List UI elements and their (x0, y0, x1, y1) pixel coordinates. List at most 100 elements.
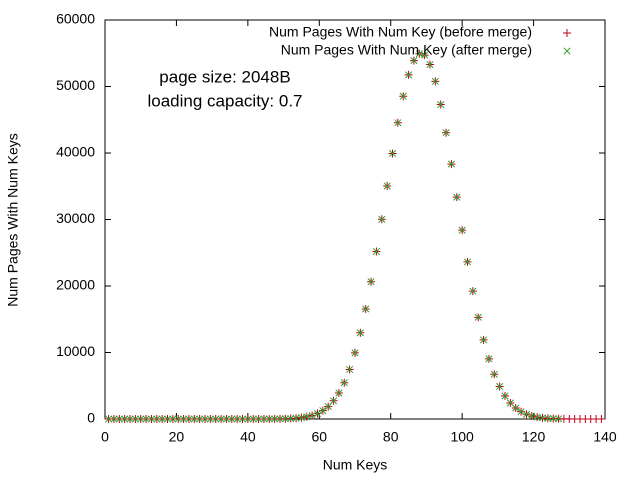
point (137, 415, 145, 423)
y-tick-label: 40000 (56, 144, 95, 160)
point (383, 182, 391, 190)
point (110, 415, 118, 423)
point (463, 258, 472, 266)
point (597, 415, 606, 423)
point (501, 392, 509, 400)
point (303, 413, 311, 421)
point (206, 415, 214, 423)
y-tick-label: 0 (87, 410, 95, 426)
point (276, 415, 284, 423)
point (308, 411, 316, 420)
legend-marker (563, 47, 571, 55)
point (255, 415, 263, 423)
x-tick-label: 140 (593, 429, 617, 445)
point (169, 415, 177, 423)
point (163, 415, 172, 423)
x-tick-label: 20 (169, 429, 185, 445)
point (180, 415, 188, 423)
point (201, 415, 209, 423)
x-tick-label: 0 (101, 429, 109, 445)
point (222, 415, 230, 423)
point (313, 409, 322, 418)
point (442, 129, 450, 137)
point (196, 415, 204, 423)
point (346, 365, 354, 374)
point (421, 51, 429, 59)
point (153, 415, 161, 423)
point (399, 92, 407, 100)
point (158, 415, 166, 423)
x-axis-label: Num Keys (323, 457, 388, 473)
point (517, 408, 525, 416)
legend-label: Num Pages With Num Key (after merge) (281, 42, 532, 58)
legend-label: Num Pages With Num Key (before merge) (269, 24, 532, 40)
point (319, 407, 327, 415)
point (126, 415, 134, 423)
x-tick-label: 80 (383, 429, 399, 445)
point (555, 415, 563, 423)
point (431, 77, 439, 85)
x-tick-label: 100 (450, 429, 474, 445)
point (115, 415, 123, 423)
y-tick-label: 60000 (56, 11, 95, 27)
y-tick-label: 20000 (56, 277, 95, 293)
point (544, 414, 552, 422)
x-tick-label: 60 (311, 429, 327, 445)
point (217, 415, 225, 423)
point (485, 355, 493, 363)
x-tick-label: 40 (240, 429, 256, 445)
point (528, 412, 536, 420)
point (244, 415, 252, 423)
point (185, 415, 193, 423)
point (469, 287, 477, 295)
point (105, 415, 113, 423)
point (281, 415, 289, 423)
point (522, 410, 530, 418)
point (480, 336, 488, 344)
point (324, 403, 332, 411)
annotation: page size: 2048B (159, 67, 290, 86)
point (415, 50, 423, 58)
legend-marker (563, 29, 571, 37)
point (367, 278, 375, 286)
point (447, 160, 455, 168)
point (474, 313, 482, 321)
point (260, 415, 268, 423)
point (410, 57, 418, 65)
point (378, 215, 386, 223)
y-tick-label: 30000 (56, 210, 95, 226)
point (362, 305, 370, 313)
point (496, 382, 504, 391)
point (426, 60, 434, 69)
point (265, 415, 273, 423)
annotation: loading capacity: 0.7 (148, 91, 303, 110)
point (287, 414, 295, 423)
y-axis-label: Num Pages With Num Keys (5, 133, 21, 307)
point (549, 415, 557, 423)
y-tick-label: 50000 (56, 77, 95, 93)
point (340, 379, 348, 387)
point (131, 415, 139, 423)
point (121, 415, 129, 423)
point (372, 247, 380, 256)
point (238, 415, 247, 423)
y-tick-label: 10000 (56, 343, 95, 359)
point (212, 415, 220, 423)
point (142, 415, 150, 423)
x-tick-label: 120 (522, 429, 546, 445)
point (190, 415, 198, 423)
point (394, 119, 402, 127)
point (512, 404, 520, 412)
point (356, 329, 364, 337)
point (437, 101, 445, 109)
point (335, 389, 343, 397)
point (147, 415, 155, 423)
point (271, 415, 279, 423)
point (388, 149, 397, 158)
point (405, 71, 413, 79)
point (453, 193, 461, 201)
point (233, 415, 241, 423)
point (330, 397, 338, 405)
point (249, 415, 257, 423)
